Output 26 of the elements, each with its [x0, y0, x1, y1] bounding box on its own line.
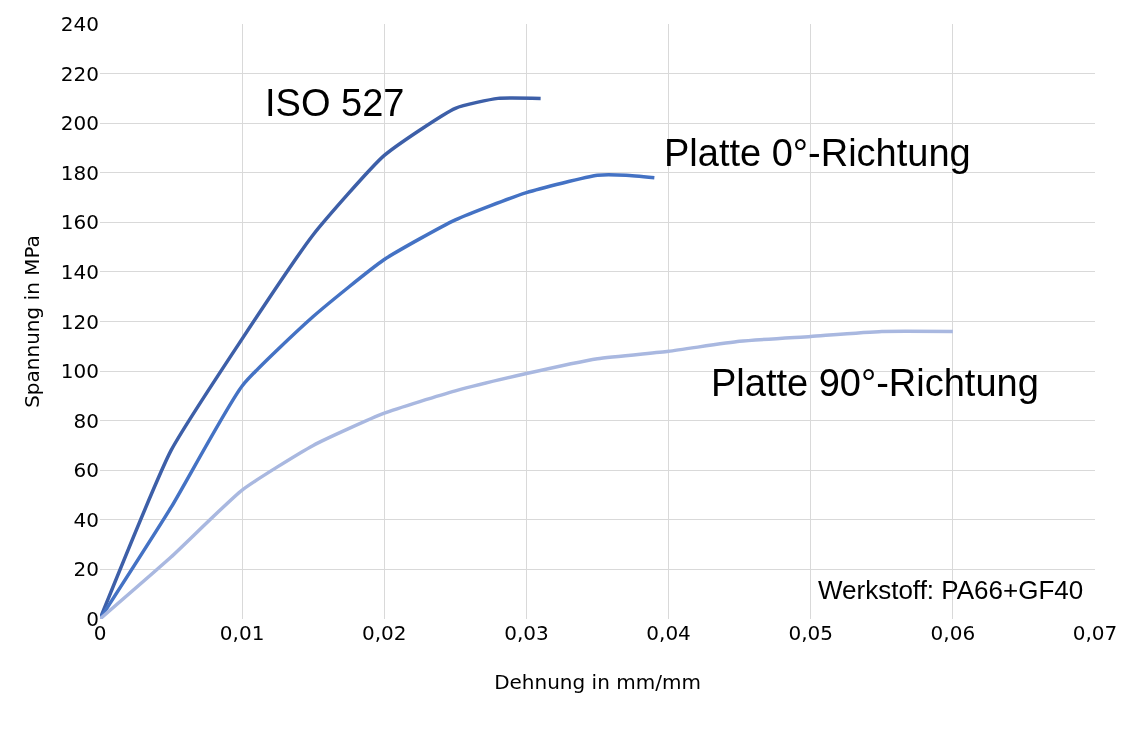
y-tick-label: 20 — [73, 557, 99, 582]
annotation: Werkstoff: PA66+GF40 — [818, 575, 1084, 605]
y-tick-label: 200 — [60, 111, 99, 136]
y-tick-label: 100 — [60, 359, 99, 384]
x-tick-label: 0,05 — [788, 621, 833, 645]
x-tick-label: 0,07 — [1072, 621, 1118, 645]
y-tick-label: 140 — [60, 259, 99, 284]
y-tick-label: 80 — [73, 408, 99, 433]
y-tick-label: 180 — [60, 160, 99, 185]
x-tick-label: 0,06 — [930, 621, 976, 645]
y-tick-label: 120 — [60, 309, 99, 334]
x-tick-label: 0,03 — [504, 621, 549, 645]
x-axis-title: Dehnung in mm/mm — [494, 669, 701, 694]
x-tick-label: 0,01 — [219, 621, 265, 645]
line-series — [100, 173, 657, 619]
series-label: ISO 527 — [265, 82, 405, 124]
y-tick-label: 60 — [73, 458, 99, 483]
x-tick-label: 0,02 — [362, 621, 407, 645]
y-tick-label: 240 — [60, 12, 99, 36]
y-axis-title: Spannung in MPa — [20, 235, 45, 408]
series-label: Platte 90°-Richtung — [711, 362, 1039, 404]
y-tick-label: 160 — [60, 210, 99, 235]
series-label: Platte 0°-Richtung — [664, 132, 971, 174]
x-tick-label: 0,04 — [646, 621, 691, 645]
y-tick-label: 220 — [60, 61, 99, 86]
y-tick-label: 40 — [73, 507, 99, 532]
